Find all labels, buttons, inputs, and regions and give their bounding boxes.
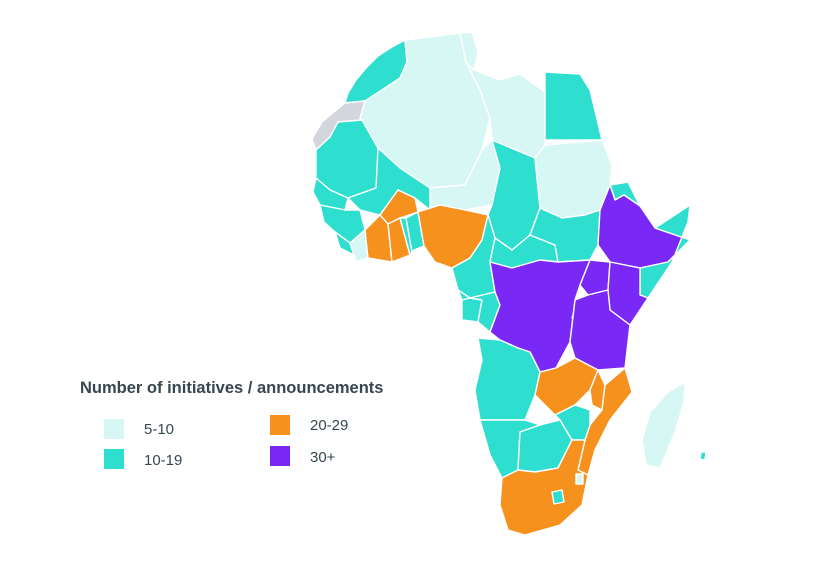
legend-label-5-10: 5-10 [144, 421, 174, 438]
legend-label-20-29: 20-29 [310, 417, 348, 434]
country-south-sudan [529, 207, 601, 263]
legend-swatch-5-10 [104, 419, 124, 439]
country-egypt [544, 71, 603, 141]
country-malawi [589, 369, 606, 411]
country-eswatini [575, 473, 584, 485]
legend-label-30-plus: 30+ [310, 449, 336, 466]
legend-swatch-10-19 [104, 449, 124, 469]
country-liberia [349, 229, 369, 263]
country-madagascar [641, 381, 686, 469]
country-zimbabwe [554, 404, 591, 441]
map-legend: Number of initiatives / announcements 5-… [80, 379, 383, 469]
country-tanzania [569, 289, 631, 371]
legend-title: Number of initiatives / announcements [80, 379, 383, 397]
legend-swatch-30-plus [270, 446, 290, 466]
country-south-africa [499, 439, 589, 536]
legend-swatch-20-29 [270, 415, 290, 435]
country-lesotho [551, 489, 565, 505]
country-sudan [534, 139, 613, 219]
legend-label-10-19: 10-19 [144, 452, 182, 469]
country-tunisia [459, 31, 479, 71]
country-mauritius [699, 451, 707, 461]
